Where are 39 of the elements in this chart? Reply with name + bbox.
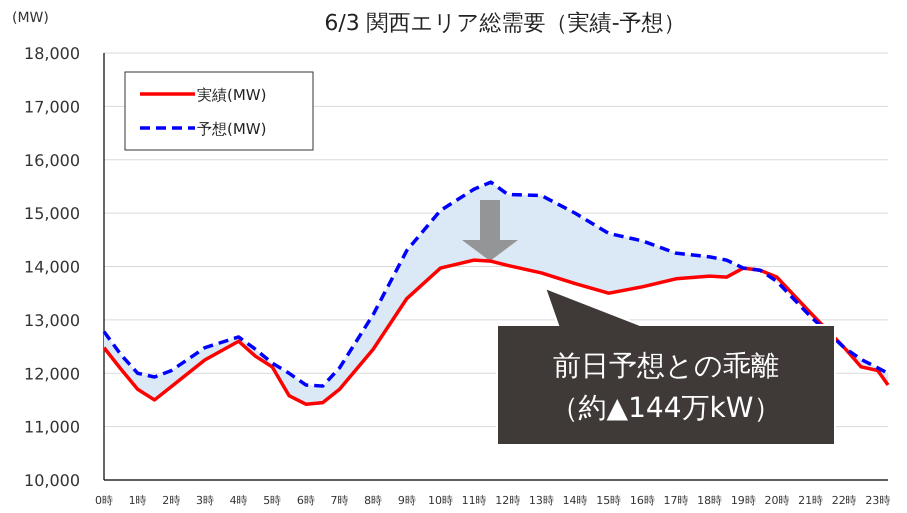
- x-tick-label: 8時: [364, 494, 382, 507]
- y-tick-label: 18,000: [24, 44, 80, 63]
- x-tick-label: 14時: [562, 494, 588, 507]
- x-tick-label: 5時: [263, 494, 282, 507]
- x-tick-label: 17時: [664, 494, 689, 507]
- x-tick-label: 21時: [798, 494, 824, 507]
- x-tick-label: 22時: [832, 494, 857, 507]
- x-tick-label: 2時: [162, 494, 180, 507]
- chart-title: 6/3 関西エリア総需要（実績-予想）: [324, 11, 686, 36]
- x-tick-label: 9時: [398, 494, 416, 507]
- x-tick-label: 16時: [630, 494, 655, 507]
- x-tick-label: 18時: [697, 494, 722, 507]
- x-tick-label: 13時: [528, 494, 554, 507]
- y-axis-title: (MW): [12, 10, 49, 26]
- y-tick-label: 12,000: [24, 364, 80, 384]
- x-tick-label: 20時: [764, 494, 790, 507]
- y-tick-label: 10,000: [24, 471, 80, 490]
- annotation: （約▲144万kW）: [550, 391, 782, 424]
- x-tick-label: 4時: [230, 494, 248, 507]
- x-tick-label: 1時: [128, 494, 147, 507]
- x-tick-label: 10時: [428, 494, 453, 507]
- y-tick-label: 14,000: [24, 258, 80, 276]
- y-tick-label: 13,000: [24, 310, 80, 330]
- legend-label: 予想(MW): [197, 120, 266, 138]
- x-tick-label: 0時: [95, 494, 113, 507]
- x-tick-label: 23時: [865, 494, 890, 507]
- x-tick-label: 19時: [730, 494, 756, 507]
- annotation: 前日予想との乖離: [553, 349, 779, 382]
- x-tick-label: 6時: [296, 494, 315, 507]
- y-tick-label: 15,000: [24, 204, 80, 224]
- y-tick-label: 17,000: [24, 97, 80, 116]
- x-tick-label: 12時: [495, 494, 520, 507]
- y-tick-label: 11,000: [24, 418, 80, 437]
- x-tick-label: 11時: [462, 494, 487, 507]
- y-tick-label: 16,000: [24, 150, 80, 170]
- legend-label: 実績(MW): [197, 86, 266, 104]
- x-tick-label: 3時: [196, 494, 214, 507]
- x-tick-label: 7時: [330, 494, 349, 507]
- x-tick-label: 15時: [596, 494, 622, 507]
